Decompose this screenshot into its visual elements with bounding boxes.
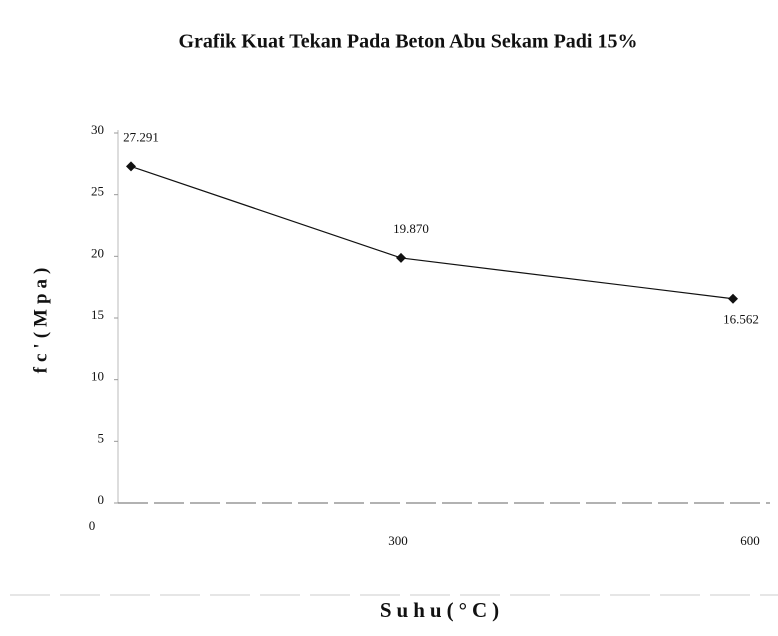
line	[130, 165, 734, 300]
data-label: 27.291	[123, 129, 159, 144]
marker	[728, 293, 738, 304]
y-tick-label: 30	[91, 122, 104, 137]
y-tick-label: 5	[98, 430, 105, 445]
data-label: 19.870	[393, 221, 429, 236]
x-tick-label: 600	[740, 533, 760, 548]
y-tick-label: 10	[91, 369, 104, 384]
chart-title: Grafik Kuat Tekan Pada Beton Abu Sekam P…	[179, 31, 638, 53]
y-tick-label: 20	[91, 245, 104, 260]
y-tick-label: 25	[91, 184, 104, 199]
x-axis-label: Suhu(°C)	[380, 598, 504, 622]
marker	[396, 252, 406, 263]
y-tick-label: 0	[98, 492, 105, 507]
x-tick-label: 0	[89, 518, 96, 533]
y-axis-label: fc'(Mpa)	[30, 263, 51, 374]
data-label: 16.562	[723, 312, 759, 327]
x-tick-label: 300	[388, 533, 408, 548]
y-tick-label: 15	[91, 307, 104, 322]
marker	[126, 161, 136, 172]
